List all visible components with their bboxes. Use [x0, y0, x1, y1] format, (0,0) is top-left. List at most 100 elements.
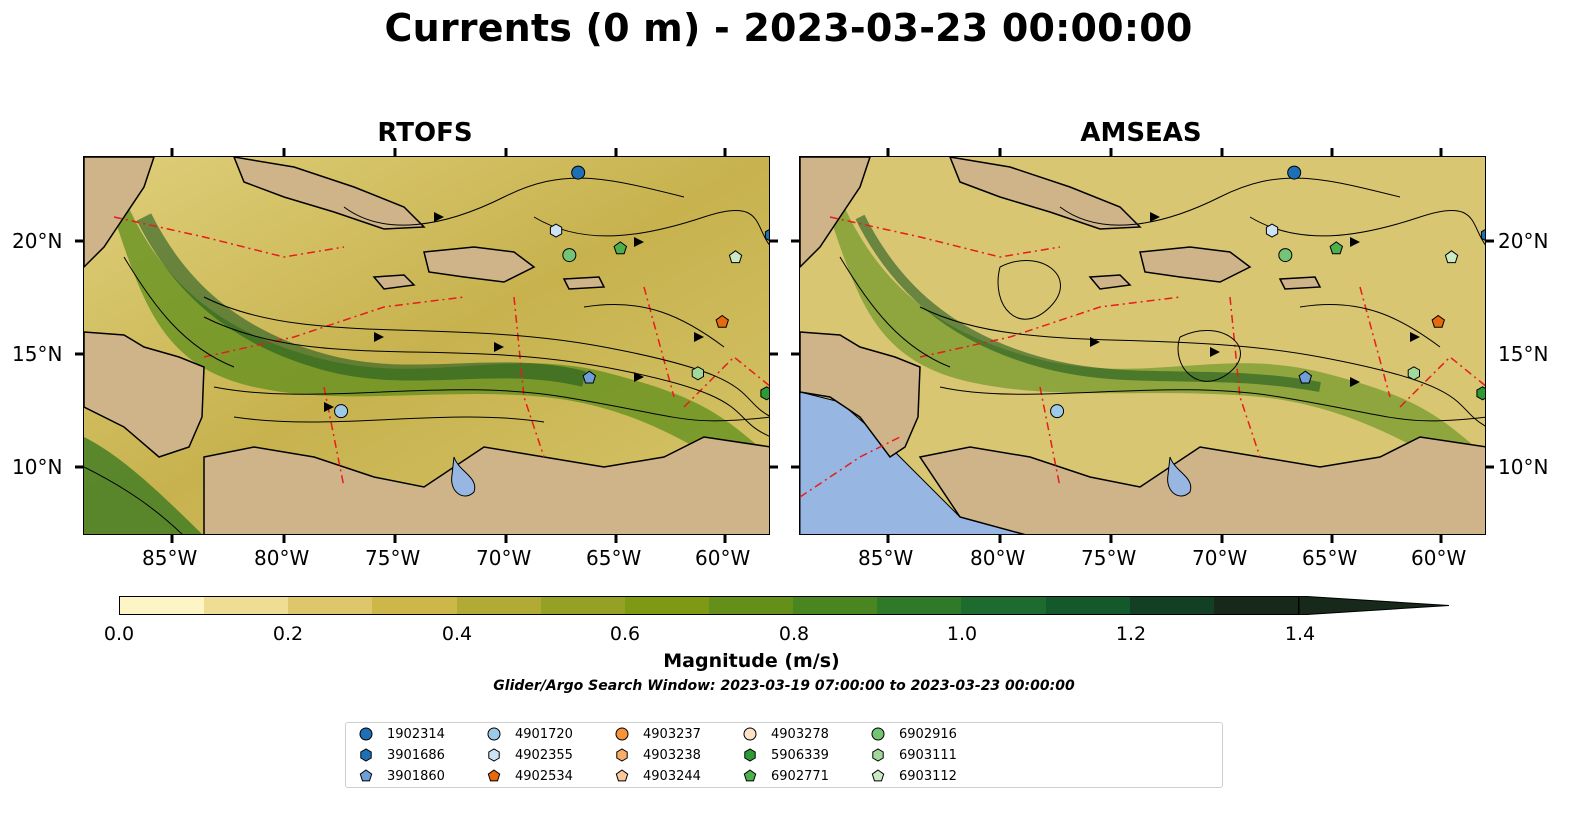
hexagon-marker-icon	[616, 748, 628, 762]
y-tick-10n-left: 10°N	[12, 455, 63, 479]
colorbar-segment	[288, 597, 373, 614]
pentagon-marker-icon	[871, 769, 885, 782]
float-marker-6903111[interactable]	[691, 366, 704, 381]
x-tick-70w-amseas: 70°W	[1192, 546, 1248, 570]
streamline-arrows	[324, 212, 704, 412]
legend-item-6903111: 6903111	[870, 747, 957, 763]
float-marker-4902355[interactable]	[1265, 223, 1279, 238]
float-marker-1902314[interactable]	[571, 165, 586, 180]
strong-current-band	[830, 197, 1485, 486]
land-south-america	[203, 436, 769, 534]
colorbar-segment	[1129, 597, 1214, 614]
land-south-america	[918, 436, 1485, 534]
colorbar-tick-7: 1.4	[1284, 623, 1316, 645]
legend-label: 3901686	[387, 747, 445, 763]
hexagon-marker-icon	[872, 748, 884, 762]
legend-label: 6903112	[899, 768, 957, 784]
x-tick-85w-amseas: 85°W	[858, 546, 914, 570]
map-axes	[75, 148, 1494, 543]
legend-label: 6902916	[899, 726, 957, 742]
land-cuba	[233, 157, 426, 230]
axis-tick-marks	[75, 148, 1494, 543]
float-marker-4902355[interactable]	[549, 223, 563, 238]
float-marker-3901860[interactable]	[1298, 370, 1313, 384]
colorbar	[119, 596, 1299, 615]
float-marker-6902916[interactable]	[562, 248, 577, 263]
colorbar-segment	[1045, 597, 1130, 614]
amseas-map-canvas	[800, 157, 1486, 534]
legend-item-6902916: 6902916	[870, 726, 957, 742]
float-marker-4902534[interactable]	[1431, 314, 1445, 328]
float-marker-5906339[interactable]	[760, 386, 770, 401]
x-tick-75w-rtofs: 75°W	[365, 546, 421, 570]
float-marker-6903112[interactable]	[1444, 250, 1459, 264]
panel-title-rtofs: RTOFS	[377, 118, 473, 148]
legend-item-6903112: 6903112	[870, 768, 957, 784]
search-window-note: Glider/Argo Search Window: 2023-03-19 07…	[493, 678, 1075, 694]
legend-label: 3901860	[387, 768, 445, 784]
figure-title: Currents (0 m) - 2023-03-23 00:00:00	[384, 6, 1193, 50]
x-tick-75w-amseas: 75°W	[1081, 546, 1137, 570]
float-marker-4901720[interactable]	[1050, 404, 1065, 419]
float-marker-6903112[interactable]	[728, 250, 743, 264]
colorbar-segment	[540, 597, 625, 614]
colorbar-tick-6: 1.2	[1115, 623, 1147, 645]
streamline-arrows	[1090, 212, 1420, 387]
legend-item-4902534: 4902534	[486, 768, 573, 784]
float-marker-6902771[interactable]	[613, 241, 628, 255]
colorbar-segment	[204, 597, 289, 614]
land-hispaniola	[423, 246, 536, 283]
legend-label: 4902534	[515, 768, 573, 784]
hexagon-marker-icon	[744, 748, 756, 762]
panel-title-amseas: AMSEAS	[1080, 118, 1202, 148]
float-marker-6902771[interactable]	[1329, 241, 1344, 255]
strong-current-band	[114, 197, 769, 496]
amseas-current-map[interactable]	[799, 156, 1486, 535]
x-tick-60w-rtofs: 60°W	[695, 546, 751, 570]
float-marker-4902534[interactable]	[715, 314, 729, 328]
current-core	[855, 214, 1321, 392]
float-marker-6903111[interactable]	[1407, 366, 1420, 381]
legend-label: 4901720	[515, 726, 573, 742]
float-marker-3901686[interactable]	[764, 229, 770, 242]
circle-marker-icon	[487, 727, 501, 741]
x-tick-80w-amseas: 80°W	[970, 546, 1026, 570]
legend-label: 5906339	[771, 747, 829, 763]
colorbar-segment	[372, 597, 457, 614]
land-central-america	[84, 331, 205, 458]
legend-label: 1902314	[387, 726, 445, 742]
legend-label: 4903244	[643, 768, 701, 784]
colorbar-segment	[708, 597, 794, 614]
colorbar-tick-1: 0.2	[272, 623, 304, 645]
float-marker-4901720[interactable]	[334, 404, 349, 419]
lake-maracaibo	[1167, 456, 1192, 497]
float-marker-5906339[interactable]	[1476, 386, 1486, 401]
colorbar-segment	[624, 597, 709, 614]
current-core	[136, 213, 586, 387]
pentagon-marker-icon	[743, 769, 757, 782]
float-marker-6902916[interactable]	[1278, 248, 1293, 263]
pentagon-marker-icon	[487, 769, 501, 782]
colorbar-tick-5: 1.0	[946, 623, 978, 645]
float-marker-3901860[interactable]	[582, 370, 597, 384]
amseas-float-markers	[1050, 165, 1486, 419]
float-marker-1902314[interactable]	[1287, 165, 1302, 180]
x-tick-70w-rtofs: 70°W	[476, 546, 532, 570]
legend-label: 6903111	[899, 747, 957, 763]
legend-item-4901720: 4901720	[486, 726, 573, 742]
float-marker-3901686[interactable]	[1480, 229, 1486, 242]
streamlines	[839, 177, 1485, 427]
hexagon-marker-icon	[488, 748, 500, 762]
circle-marker-icon	[871, 727, 885, 741]
y-tick-15n-right: 15°N	[1498, 342, 1549, 366]
rtofs-current-map[interactable]	[83, 156, 770, 535]
colorbar-segment	[877, 597, 962, 614]
colorbar-tick-4: 0.8	[778, 623, 810, 645]
y-tick-15n-left: 15°N	[12, 342, 63, 366]
legend-label: 4903278	[771, 726, 829, 742]
colorbar-segment	[120, 597, 205, 614]
colorbar-segment	[1213, 597, 1298, 614]
legend-item-4903237: 4903237	[614, 726, 701, 742]
colorbar-extend-arrow	[1299, 596, 1450, 615]
legend-item-4903278: 4903278	[742, 726, 829, 742]
